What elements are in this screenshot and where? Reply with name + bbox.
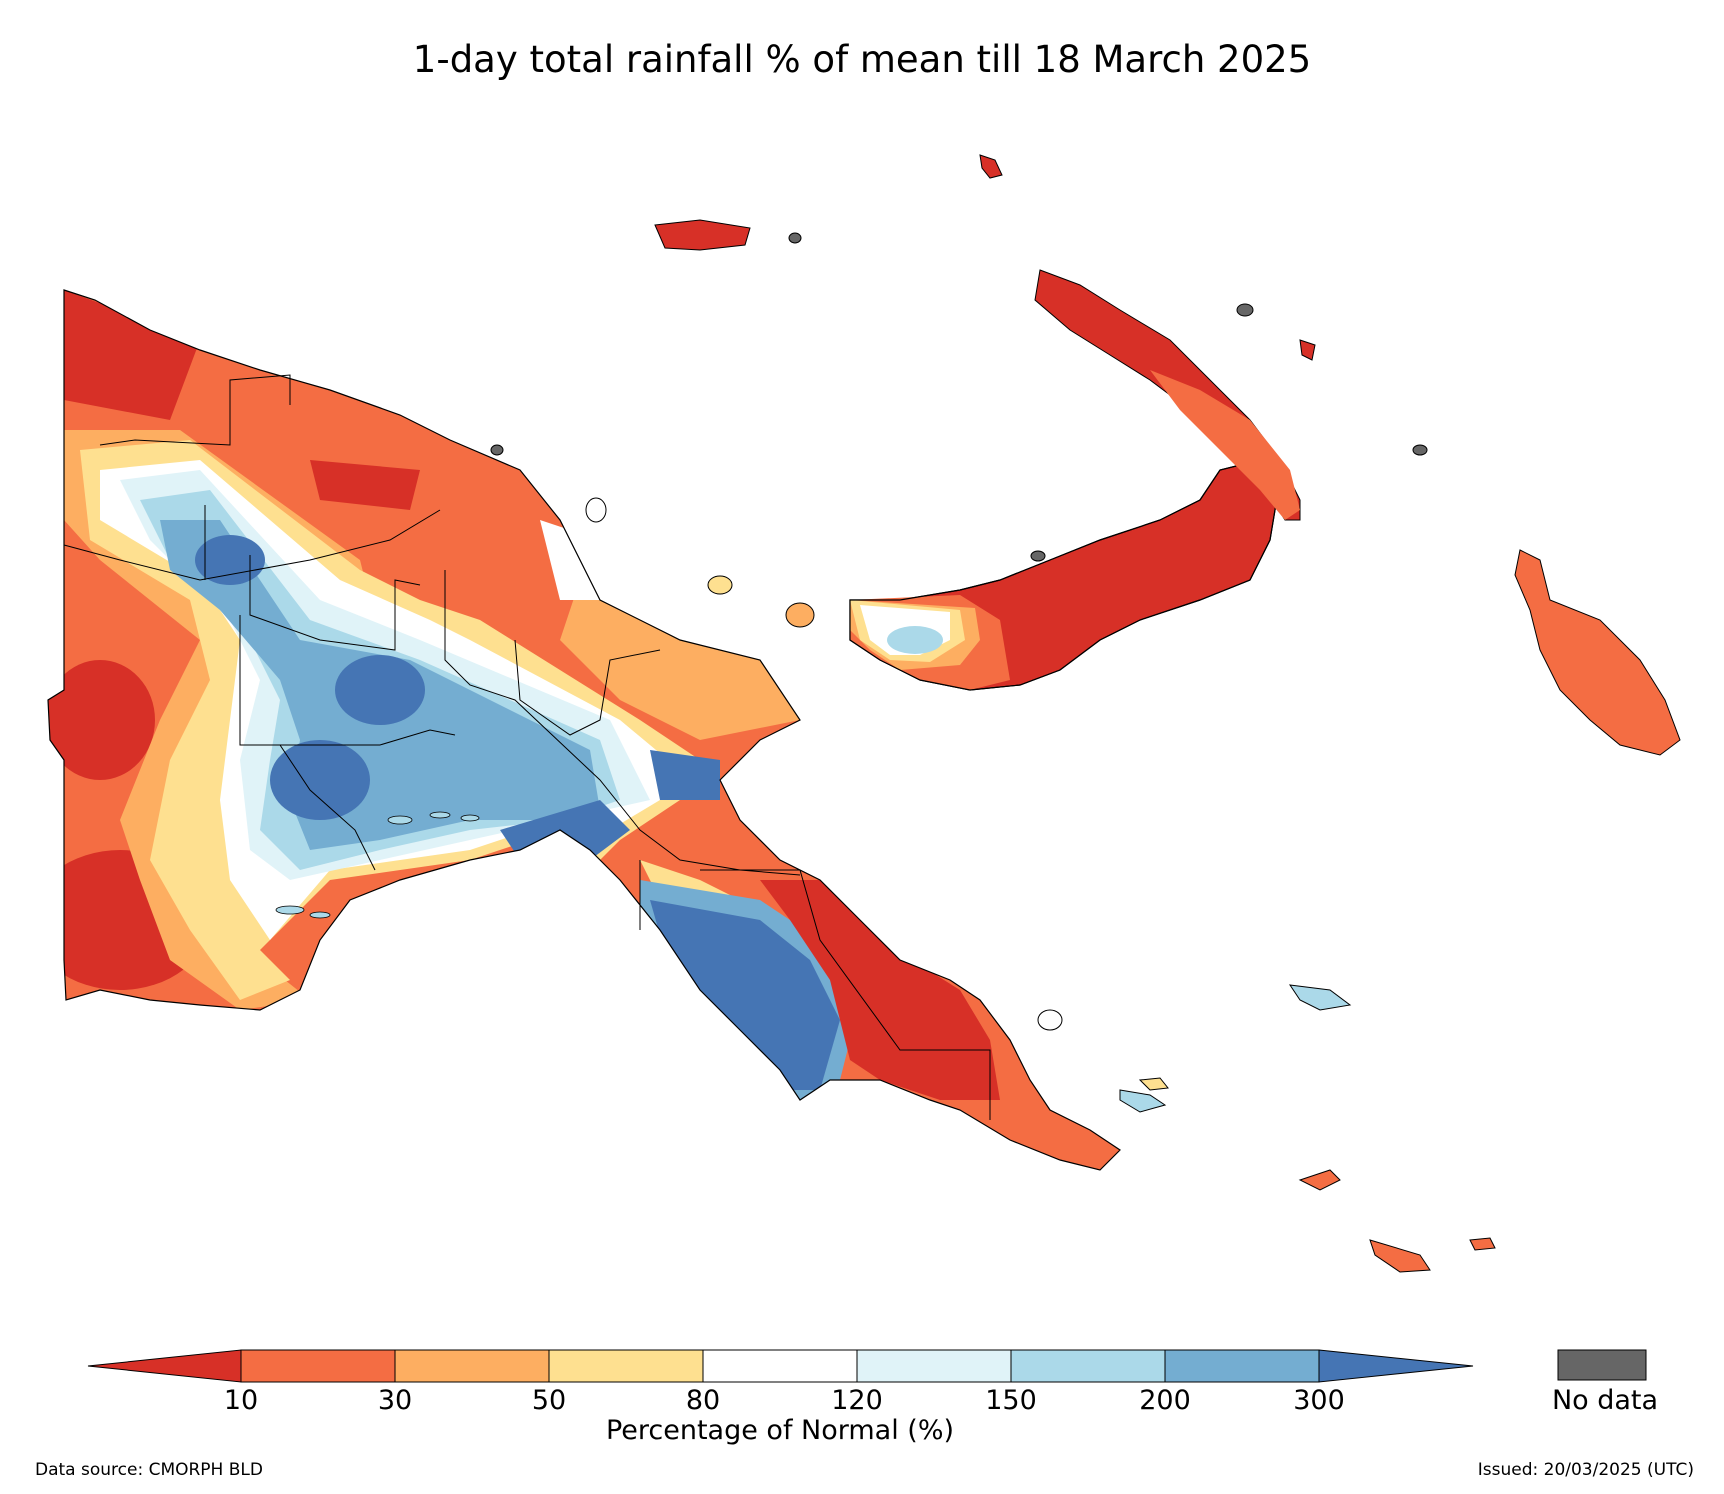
issued-date-note: Issued: 20/03/2025 (UTC) bbox=[1477, 1460, 1694, 1480]
colorbar-tick: 80 bbox=[685, 1385, 721, 1416]
islet bbox=[1288, 984, 1352, 1011]
delta-islands bbox=[275, 811, 480, 919]
colorbar-segment bbox=[702, 1349, 858, 1383]
islet-nodata bbox=[1412, 444, 1428, 456]
new-ireland-island bbox=[1034, 269, 1301, 521]
colorbar-segment bbox=[394, 1349, 550, 1383]
colorbar-extend-high bbox=[1318, 1349, 1474, 1383]
data-source-note: Data source: CMORPH BLD bbox=[35, 1460, 263, 1480]
colorbar-tick: 150 bbox=[985, 1385, 1037, 1416]
rainfall-map bbox=[47, 154, 1681, 1273]
islet-nodata bbox=[788, 232, 802, 244]
colorbar-tick: 300 bbox=[1293, 1385, 1345, 1416]
colorbar-extend-low bbox=[87, 1349, 242, 1383]
islet-nodata bbox=[1030, 550, 1046, 562]
colorbar-segment bbox=[240, 1349, 396, 1383]
colorbar-label: Percentage of Normal (%) bbox=[605, 1415, 955, 1446]
map-title: 1-day total rainfall % of mean till 18 M… bbox=[412, 38, 1312, 81]
colorbar-tick: 120 bbox=[831, 1385, 883, 1416]
islet bbox=[707, 575, 733, 595]
colorbar-tick: 30 bbox=[377, 1385, 413, 1416]
bougainville-island bbox=[1514, 549, 1681, 756]
islet bbox=[585, 497, 607, 523]
colorbar-tick: 200 bbox=[1139, 1385, 1191, 1416]
colorbar-segment bbox=[1010, 1349, 1166, 1383]
islet bbox=[785, 602, 815, 628]
province-borders bbox=[63, 374, 991, 1120]
islet bbox=[1369, 1239, 1431, 1273]
no-data-swatch bbox=[1557, 1349, 1647, 1381]
islet bbox=[979, 154, 1003, 179]
islet bbox=[1298, 1169, 1341, 1191]
islet bbox=[1469, 1237, 1496, 1251]
colorbar-tick: 50 bbox=[531, 1385, 567, 1416]
colorbar-segment bbox=[548, 1349, 704, 1383]
islet-nodata bbox=[1236, 303, 1254, 317]
mainland-coastline bbox=[47, 289, 1121, 1171]
islet-nodata bbox=[490, 444, 504, 456]
islet bbox=[1037, 1009, 1063, 1031]
manus-island bbox=[654, 219, 751, 251]
islet bbox=[1299, 339, 1316, 361]
islet bbox=[1119, 1089, 1167, 1113]
colorbar-segment bbox=[856, 1349, 1012, 1383]
no-data-label: No data bbox=[1551, 1385, 1659, 1416]
colorbar-tick: 10 bbox=[223, 1385, 259, 1416]
islet bbox=[1138, 1077, 1169, 1091]
colorbar-segment bbox=[1164, 1349, 1320, 1383]
